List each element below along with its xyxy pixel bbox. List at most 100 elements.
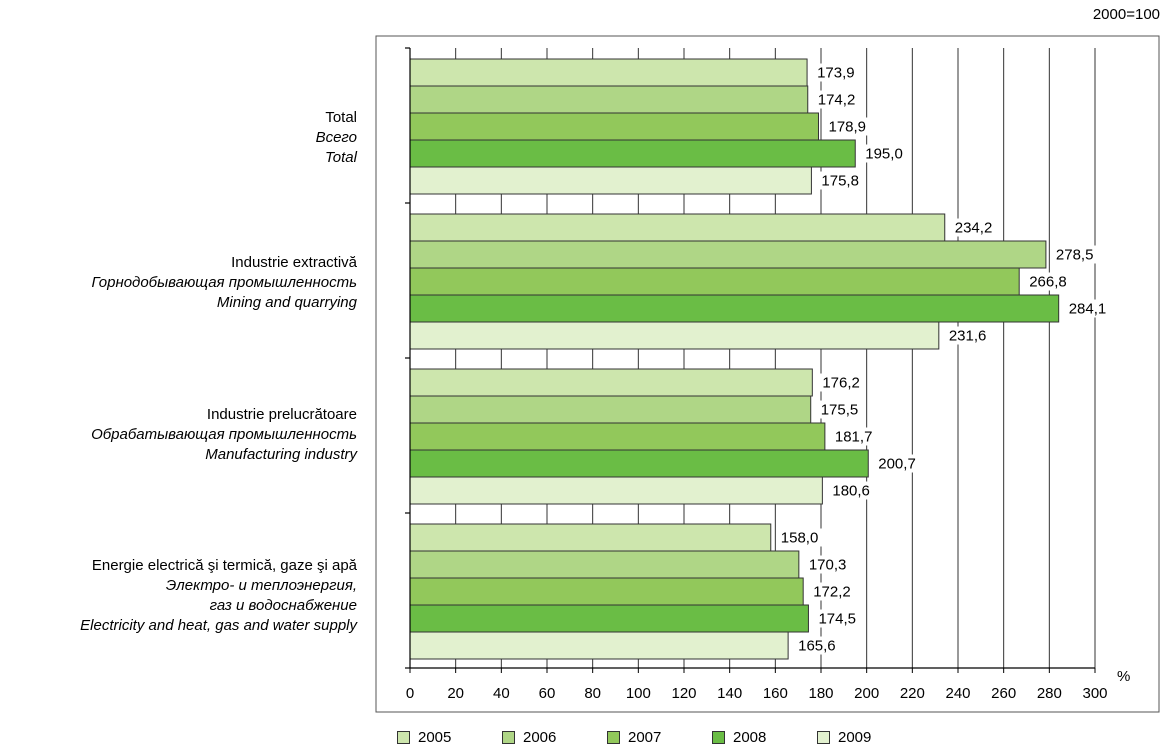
x-tick-label-100: 100: [626, 685, 651, 702]
data-label-bg: [814, 90, 859, 109]
x-tick-label-260: 260: [991, 685, 1016, 702]
legend-label: 2008: [733, 729, 767, 746]
data-label-2008-cat0: 195,0: [865, 146, 903, 163]
x-tick-label-60: 60: [539, 685, 556, 702]
category-label-line: Industrie prelucrătoare: [206, 406, 357, 423]
legend-item-2008: 2008: [712, 729, 817, 746]
x-tick-label-220: 220: [900, 685, 925, 702]
category-label-2: Industrie prelucrătoare Обрабатывающая пр…: [91, 405, 357, 465]
x-axis-unit: %: [1117, 668, 1130, 685]
data-label-bg: [825, 117, 870, 136]
x-tick-label-120: 120: [671, 685, 696, 702]
bar-2008-cat1: [409, 294, 1060, 323]
bar-2009-cat0: [409, 166, 812, 195]
data-label-bg: [829, 481, 874, 500]
data-label-2009-cat1: 231,6: [949, 328, 987, 345]
data-label-bg: [814, 63, 859, 82]
x-tick-label-280: 280: [1037, 685, 1062, 702]
data-label-bg: [810, 582, 855, 601]
data-label-bg: [945, 326, 990, 345]
legend-item-2009: 2009: [817, 729, 922, 746]
bar-2007-cat0: [409, 112, 819, 141]
legend-swatch: [817, 731, 830, 744]
category-label-line: Горнодобывающая промышленность: [91, 274, 357, 291]
bar-2007-cat1: [409, 267, 1020, 296]
data-label-2009-cat0: 175,8: [821, 173, 859, 190]
legend-label: 2005: [418, 729, 452, 746]
x-tick-label-180: 180: [808, 685, 833, 702]
x-tick-label-80: 80: [584, 685, 601, 702]
data-label-2008-cat3: 174,5: [818, 611, 856, 628]
data-label-bg: [951, 218, 996, 237]
data-label-bg: [819, 373, 864, 392]
bar-2009-cat1: [409, 321, 940, 350]
chart-legend: 2005 2006 2007 2008 2009: [397, 729, 922, 746]
data-label-bg: [818, 171, 863, 190]
data-label-2005-cat3: 158,0: [781, 530, 819, 547]
data-label-2006-cat1: 278,5: [1056, 247, 1094, 264]
data-label-2007-cat1: 266,8: [1029, 274, 1067, 291]
category-label-line: газ и водоснабжение: [209, 597, 357, 614]
data-label-2008-cat1: 284,1: [1069, 301, 1107, 318]
data-label-bg: [795, 636, 840, 655]
data-label-bg: [777, 528, 822, 547]
bar-2005-cat1: [409, 213, 946, 242]
data-label-2009-cat2: 180,6: [832, 483, 870, 500]
data-label-2007-cat0: 178,9: [828, 119, 866, 136]
data-label-2007-cat3: 172,2: [813, 584, 851, 601]
category-label-line: Total: [325, 149, 357, 166]
data-label-2008-cat2: 200,7: [878, 456, 916, 473]
bar-2008-cat2: [409, 449, 869, 478]
data-label-bg: [1052, 245, 1097, 264]
data-label-2006-cat0: 174,2: [818, 92, 856, 109]
data-label-2005-cat2: 176,2: [822, 375, 860, 392]
data-label-2009-cat3: 165,6: [798, 638, 836, 655]
bar-2007-cat2: [409, 422, 826, 451]
bar-2006-cat0: [409, 85, 809, 114]
legend-item-2005: 2005: [397, 729, 502, 746]
category-label-line: Manufacturing industry: [205, 446, 357, 463]
data-label-2006-cat3: 170,3: [809, 557, 847, 574]
category-label-1: Industrie extractivă Горнодобывающая пром…: [91, 253, 357, 313]
category-label-0: Total Всего Total: [316, 108, 357, 168]
bar-2009-cat2: [409, 476, 823, 505]
legend-swatch: [712, 731, 725, 744]
category-label-line: Электро- и теплоэнергия,: [165, 577, 357, 594]
category-label-line: Total: [325, 109, 357, 126]
data-label-bg: [1026, 272, 1071, 291]
data-label-bg: [817, 400, 862, 419]
legend-swatch: [607, 731, 620, 744]
x-tick-label-0: 0: [406, 685, 414, 702]
category-label-line: Energie electrică şi termică, gaze şi ap…: [91, 557, 357, 574]
legend-label: 2007: [628, 729, 662, 746]
x-tick-label-200: 200: [854, 685, 879, 702]
category-label-line: Обрабатывающая промышленность: [91, 426, 357, 443]
legend-label: 2009: [838, 729, 872, 746]
data-label-bg: [862, 144, 907, 163]
x-tick-label-20: 20: [447, 685, 464, 702]
x-tick-label-240: 240: [945, 685, 970, 702]
bar-2005-cat2: [409, 368, 813, 397]
data-label-bg: [831, 427, 876, 446]
data-label-bg: [1065, 299, 1110, 318]
category-label-line: Всего: [315, 129, 357, 146]
data-label-bg: [875, 454, 920, 473]
data-label-bg: [805, 555, 850, 574]
bar-2005-cat3: [409, 523, 772, 552]
legend-item-2007: 2007: [607, 729, 712, 746]
bar-2007-cat3: [409, 577, 804, 606]
data-label-bg: [815, 609, 860, 628]
bar-2008-cat3: [409, 604, 809, 633]
data-label-2007-cat2: 181,7: [835, 429, 873, 446]
x-tick-label-140: 140: [717, 685, 742, 702]
legend-label: 2006: [523, 729, 557, 746]
bar-2009-cat3: [409, 631, 789, 660]
category-label-3: Energie electrică şi termică, gaze şi ap…: [80, 556, 357, 636]
bar-2006-cat1: [409, 240, 1047, 269]
x-tick-label-40: 40: [493, 685, 510, 702]
bar-2008-cat0: [409, 139, 856, 168]
base-year-note: 2000=100: [1092, 6, 1160, 23]
data-label-2005-cat1: 234,2: [955, 220, 993, 237]
bar-2006-cat3: [409, 550, 800, 579]
bar-2006-cat2: [409, 395, 812, 424]
